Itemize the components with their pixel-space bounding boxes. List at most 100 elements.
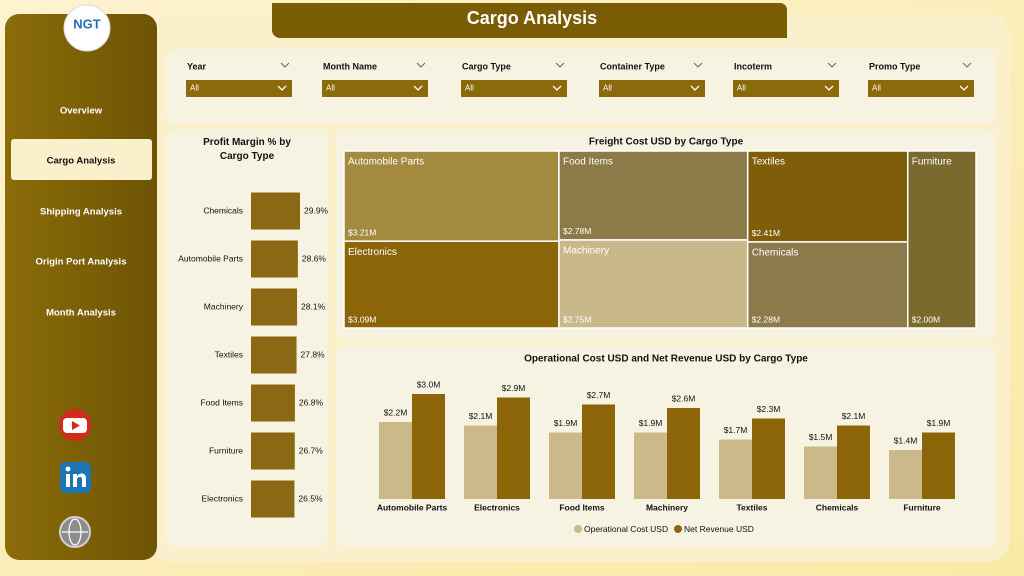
bar <box>251 432 295 470</box>
bar <box>667 408 700 499</box>
x-tick-label: Machinery <box>646 502 688 512</box>
cell-label: Machinery <box>563 246 609 257</box>
filter-dropdown[interactable] <box>322 80 428 97</box>
filter-dropdown[interactable] <box>868 80 974 97</box>
x-tick-label: Automobile Parts <box>377 502 448 512</box>
cell-value: $2.41M <box>752 228 780 238</box>
cell-label: Textiles <box>752 157 785 168</box>
category-label: Furniture <box>209 445 243 455</box>
bar <box>251 480 295 518</box>
chart-title: Freight Cost USD by Cargo Type <box>589 137 744 148</box>
chart-title: Operational Cost USD and Net Revenue USD… <box>524 354 808 365</box>
data-label: $2.1M <box>842 411 866 421</box>
cell-label: Food Items <box>563 157 613 168</box>
bar <box>412 394 445 499</box>
bar <box>464 425 497 499</box>
legend-label: Net Revenue USD <box>684 524 754 534</box>
data-label: $2.9M <box>502 383 526 393</box>
nav-item[interactable]: Shipping Analysis <box>40 207 122 218</box>
filter-chevron <box>827 62 837 68</box>
dropdown-chevron <box>277 85 287 91</box>
dropdown-chevron <box>552 85 562 91</box>
filter-panel <box>166 49 996 124</box>
filter-chevron <box>693 62 703 68</box>
cell-value: $3.21M <box>348 227 376 237</box>
treemap-cell <box>343 150 560 242</box>
nav-item[interactable]: Month Analysis <box>46 308 116 319</box>
filter-value: All <box>872 84 881 93</box>
bar <box>752 418 785 499</box>
filter-chevron <box>280 62 290 68</box>
nav-item[interactable]: Cargo Analysis <box>47 156 116 167</box>
bar <box>719 439 752 499</box>
data-label: $2.1M <box>469 411 493 421</box>
bar <box>837 425 870 499</box>
treemap-cell <box>343 240 560 329</box>
data-label: $1.5M <box>809 432 833 442</box>
data-label: $2.7M <box>587 390 611 400</box>
filter-label: Container Type <box>600 61 665 71</box>
x-tick-label: Chemicals <box>816 502 859 512</box>
dropdown-chevron <box>413 85 423 91</box>
bar <box>549 432 582 499</box>
data-label: 29.9% <box>304 205 329 215</box>
bar <box>922 432 955 499</box>
data-label: 26.8% <box>299 397 324 407</box>
legend-swatch <box>574 525 582 533</box>
nav-selected <box>11 139 152 180</box>
category-label: Machinery <box>204 301 244 311</box>
nav-item[interactable]: Overview <box>60 106 103 117</box>
category-label: Textiles <box>215 349 243 359</box>
x-tick-label: Textiles <box>736 502 767 512</box>
bar <box>251 336 297 374</box>
logo-text: NGT <box>73 16 101 31</box>
cell-label: Electronics <box>348 247 397 258</box>
linkedin-i <box>66 474 70 487</box>
dropdown-chevron <box>690 85 700 91</box>
bar <box>634 432 667 499</box>
data-label: $1.7M <box>724 425 748 435</box>
filter-dropdown[interactable] <box>733 80 839 97</box>
x-tick-label: Furniture <box>903 502 941 512</box>
treemap-cell <box>746 150 909 243</box>
filter-value: All <box>190 84 199 93</box>
data-label: 27.8% <box>301 349 326 359</box>
cell-value: $2.78M <box>563 226 591 236</box>
nav-item[interactable]: Origin Port Analysis <box>36 257 127 268</box>
category-label: Chemicals <box>203 205 243 215</box>
data-label: $1.4M <box>894 435 918 445</box>
filter-label: Year <box>187 61 207 71</box>
filter-dropdown[interactable] <box>461 80 567 97</box>
data-label: $2.3M <box>757 404 781 414</box>
data-label: $2.2M <box>384 407 408 417</box>
bar <box>251 384 295 422</box>
logo <box>63 4 111 52</box>
filter-chevron <box>416 62 426 68</box>
x-tick-label: Electronics <box>474 502 520 512</box>
data-label: $1.9M <box>927 418 951 428</box>
dropdown-chevron <box>824 85 834 91</box>
filter-value: All <box>603 84 612 93</box>
cell-label: Automobile Parts <box>348 157 424 168</box>
youtube-play <box>72 421 80 430</box>
cell-label: Furniture <box>912 157 952 168</box>
linkedin-n <box>73 473 86 487</box>
legend-label: Operational Cost USD <box>584 524 668 534</box>
filter-label: Incoterm <box>734 61 772 71</box>
bar <box>379 422 412 499</box>
dropdown-chevron <box>959 85 969 91</box>
category-label: Food Items <box>200 397 243 407</box>
cell-value: $2.28M <box>752 314 780 324</box>
cell-value: $3.09M <box>348 314 376 324</box>
cell-value: $2.00M <box>912 314 940 324</box>
data-label: 28.1% <box>301 301 326 311</box>
filter-dropdown[interactable] <box>599 80 705 97</box>
page-title: Cargo Analysis <box>467 8 597 28</box>
filter-value: All <box>326 84 335 93</box>
x-tick-label: Food Items <box>559 502 605 512</box>
filter-dropdown[interactable] <box>186 80 292 97</box>
social-icons <box>59 409 91 548</box>
data-label: 28.6% <box>302 253 327 263</box>
filter-label: Promo Type <box>869 61 920 71</box>
